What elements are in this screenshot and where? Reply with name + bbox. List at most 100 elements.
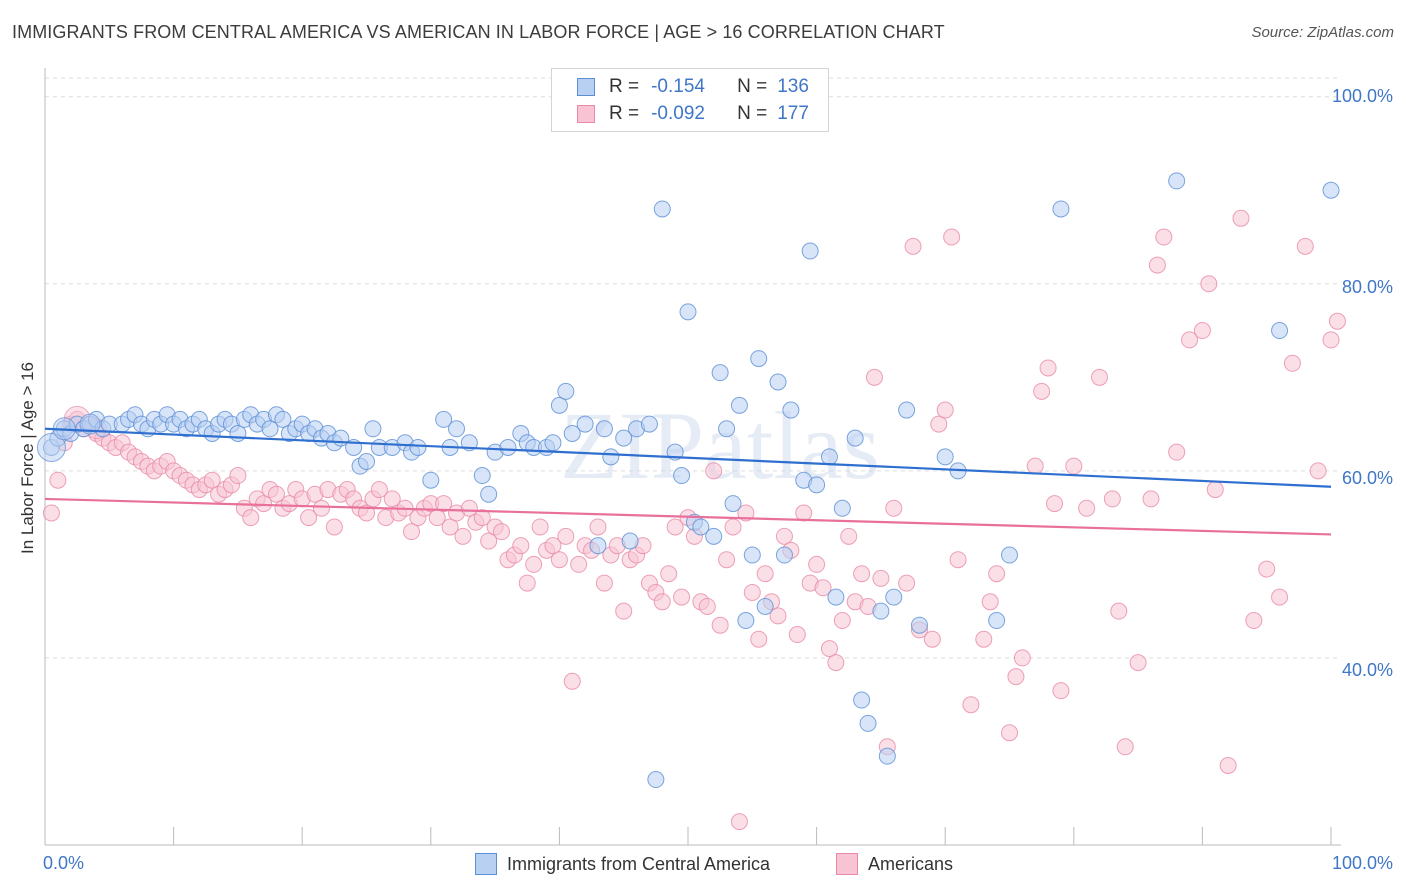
americans-point [525, 555, 543, 573]
central-america-point [261, 420, 279, 438]
central-america-point [1052, 200, 1070, 218]
americans-point [820, 640, 838, 658]
n-value: 136 [777, 76, 809, 97]
central-america-point [711, 364, 729, 382]
americans-point [1328, 312, 1346, 330]
central-america-point [872, 602, 890, 620]
americans-point [737, 504, 755, 522]
americans-point [441, 518, 459, 536]
americans-point [512, 537, 530, 555]
americans-point [1129, 654, 1147, 672]
central-america-point [364, 420, 382, 438]
americans-point [383, 490, 401, 508]
americans-point [743, 583, 761, 601]
n-value: 177 [777, 103, 809, 124]
americans-point [1116, 738, 1134, 756]
americans-point [660, 565, 678, 583]
central-america-point [718, 420, 736, 438]
legend-pink-swatch [836, 853, 858, 875]
central-america-cluster [79, 413, 101, 435]
stats-row-americans: R = -0.092 N = 177 [552, 101, 809, 127]
central-america-point [853, 691, 871, 709]
americans-point [1065, 457, 1083, 475]
legend-blue-swatch [475, 853, 497, 875]
americans-point [724, 518, 742, 536]
x-tick-label-100: 100.0% [1331, 853, 1393, 873]
legend-item-americans[interactable]: Americans [836, 851, 953, 877]
americans-point [1258, 560, 1276, 578]
americans-point [493, 523, 511, 541]
central-america-point [910, 616, 928, 634]
central-america-point [898, 401, 916, 419]
americans-point [563, 672, 581, 690]
central-america-point [936, 448, 954, 466]
grid [45, 77, 1341, 659]
americans-point [1033, 382, 1051, 400]
central-america-point [589, 537, 607, 555]
americans-point [775, 527, 793, 545]
americans-point [949, 551, 967, 569]
americans-point [1091, 368, 1109, 386]
legend-item-central-america[interactable]: Immigrants from Central America [475, 851, 770, 877]
central-america-point [1271, 322, 1289, 340]
americans-point [1283, 354, 1301, 372]
americans-point [904, 237, 922, 255]
central-america-point [621, 532, 639, 550]
americans-point [930, 415, 948, 433]
central-america-point [274, 410, 292, 428]
blue-swatch [577, 78, 595, 96]
legend-label: Immigrants from Central America [507, 853, 771, 874]
americans-point [49, 471, 67, 489]
central-america-point [801, 242, 819, 260]
americans-point [853, 565, 871, 583]
americans-point [1168, 443, 1186, 461]
central-america-point [878, 747, 896, 765]
central-america-point [673, 467, 691, 485]
americans-point [1001, 724, 1018, 742]
n-label: N = [737, 103, 768, 124]
americans-point [312, 499, 330, 517]
americans-point [1052, 682, 1070, 700]
americans-point [1309, 462, 1327, 480]
americans-point [788, 626, 806, 644]
source-label: Source: ZipAtlas.com [1251, 24, 1394, 41]
americans-point [718, 551, 736, 569]
americans-point [673, 588, 691, 606]
americans-point [203, 471, 221, 489]
americans-point [473, 509, 491, 527]
americans-point [1039, 359, 1057, 377]
trend-lines [44, 427, 1332, 536]
n-label: N = [737, 76, 768, 97]
y-tick-label-100: 100.0% [1331, 86, 1393, 106]
central-america-point [499, 438, 517, 456]
central-america-point [602, 448, 620, 466]
central-america-point [615, 429, 633, 447]
americans-point [1245, 612, 1263, 630]
americans-point [1155, 228, 1173, 246]
americans-point [550, 551, 568, 569]
central-america-point [692, 518, 710, 536]
americans-point [1219, 756, 1237, 774]
central-america-point [750, 350, 768, 368]
r-label: R = [609, 103, 640, 124]
americans-point [325, 518, 343, 536]
central-america-point [544, 434, 562, 452]
americans-point [1322, 331, 1340, 349]
americans-point [666, 518, 684, 536]
americans-point [242, 509, 260, 527]
americans-point [1046, 495, 1064, 513]
americans-point [1148, 256, 1166, 274]
x-tick-label-0: 0.0% [43, 853, 85, 873]
americans-point [1013, 649, 1031, 667]
central-america-point [550, 396, 568, 414]
americans-point [595, 574, 613, 592]
watermark: ZIPatlas [560, 392, 880, 499]
americans-point [730, 813, 748, 831]
americans-point [1181, 331, 1199, 349]
r-label: R = [609, 76, 640, 97]
r-value: -0.154 [651, 76, 705, 97]
central-america-point [1322, 181, 1340, 199]
central-america-point [435, 410, 453, 428]
central-america-point [557, 382, 575, 400]
